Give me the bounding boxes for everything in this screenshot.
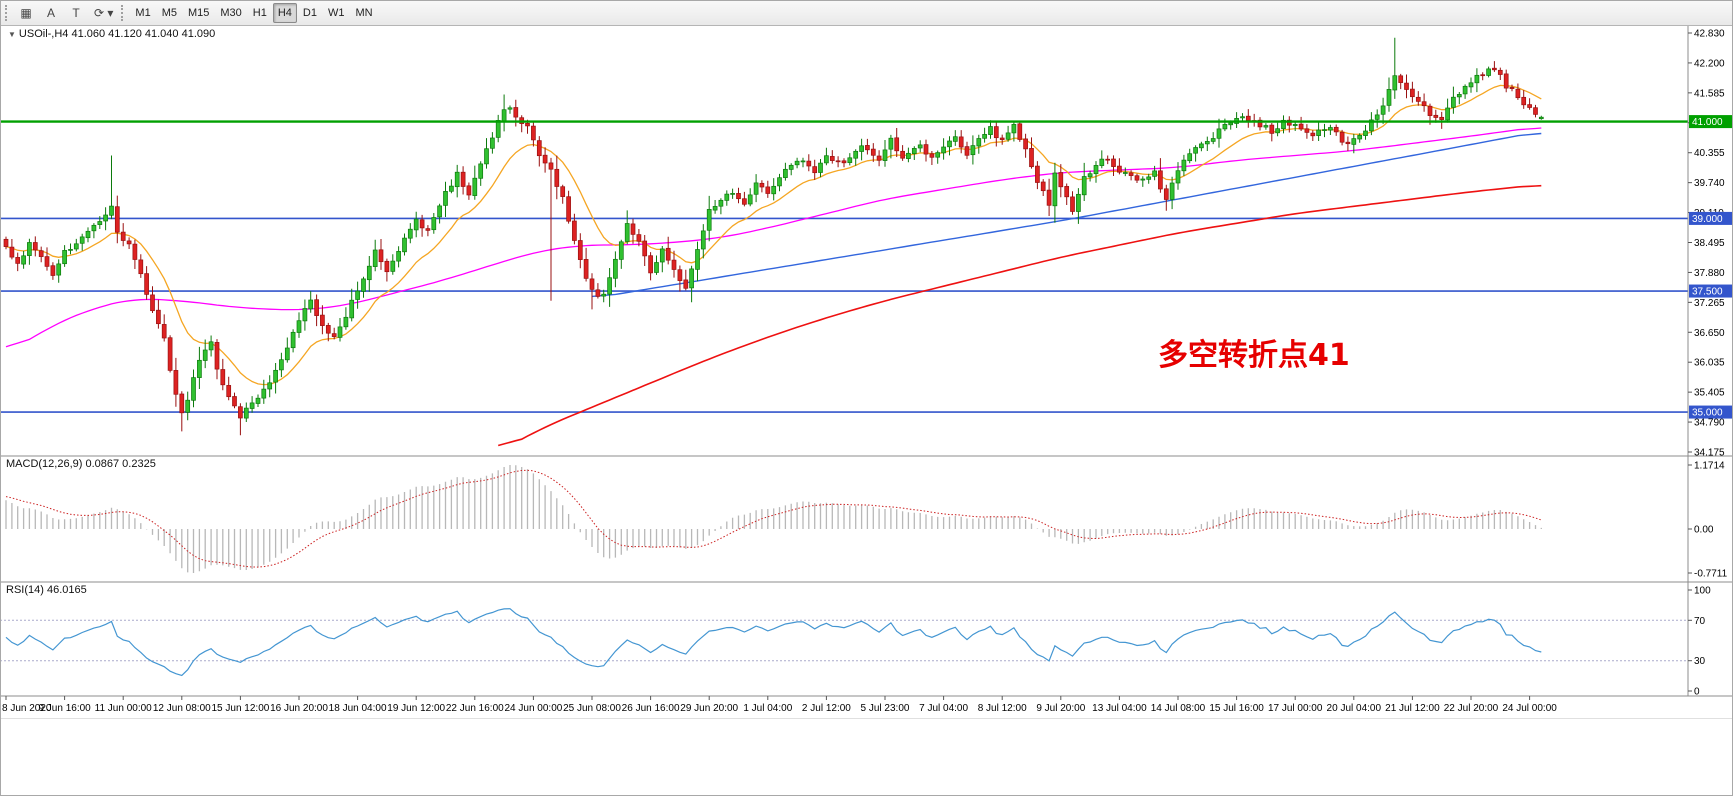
- price-badge-text: 35.000: [1692, 408, 1723, 419]
- panel-separators: [0, 26, 1733, 697]
- time-label: 17 Jul 00:00: [1268, 703, 1323, 714]
- time-label: 12 Jun 08:00: [153, 703, 211, 714]
- time-label: 8 Jul 12:00: [978, 703, 1027, 714]
- timeframe-h4-button[interactable]: H4: [272, 2, 297, 23]
- support-resistance-lines: [0, 217, 1688, 413]
- timeframe-w1-button[interactable]: W1: [327, 6, 345, 19]
- time-label: 2 Jul 12:00: [802, 703, 851, 714]
- time-label: 25 Jun 08:00: [563, 703, 621, 714]
- macd-panel: [5, 465, 1542, 573]
- time-label: 21 Jul 12:00: [1385, 703, 1440, 714]
- chart-symbol-label: ▼ USOil-,H4 41.060 41.120 41.040 41.090: [8, 28, 215, 40]
- time-label: 1 Jul 04:00: [743, 703, 792, 714]
- moving-averages: [5, 84, 1542, 447]
- rsi-tick: 100: [1694, 586, 1711, 597]
- rsi-tick: 0: [1694, 687, 1700, 698]
- timeframe-m15-button[interactable]: M15: [187, 6, 210, 19]
- toolbar-icon-group: ▦ A T ⟳ ▾: [14, 3, 118, 23]
- time-label: 19 Jun 12:00: [387, 703, 445, 714]
- auto-scroll-button[interactable]: A: [46, 5, 55, 20]
- time-label: 20 Jul 04:00: [1327, 703, 1382, 714]
- ohlc-quote-text: USOil-,H4 41.060 41.120 41.040 41.090: [18, 28, 216, 40]
- timeframe-toolbar-grip[interactable]: [121, 4, 125, 21]
- time-label: 8 Jun 2020: [2, 703, 52, 714]
- price-tick: 34.790: [1694, 418, 1725, 429]
- price-tick: 35.405: [1694, 388, 1725, 399]
- price-badge-text: 41.000: [1692, 117, 1723, 128]
- timeframe-h1-button[interactable]: H1: [252, 6, 267, 19]
- time-label: 24 Jul 00:00: [1502, 703, 1557, 714]
- time-label: 22 Jul 20:00: [1444, 703, 1499, 714]
- rsi-tick: 70: [1694, 616, 1706, 627]
- macd-tick: 1.1714: [1694, 461, 1725, 472]
- time-label: 9 Jun 16:00: [38, 703, 91, 714]
- collapse-triangle-icon[interactable]: ▼: [8, 30, 16, 39]
- price-tick: 39.740: [1694, 178, 1725, 189]
- price-badge: [1689, 405, 1733, 419]
- time-label: 15 Jun 12:00: [211, 703, 269, 714]
- time-label: 5 Jul 23:00: [861, 703, 910, 714]
- toolbar: ▦ A T ⟳ ▾ M1 M5 M15 M30 H1 H4 D1 W1 MN: [0, 0, 1733, 26]
- price-tick: 34.175: [1694, 448, 1725, 459]
- time-label: 11 Jun 00:00: [95, 703, 153, 714]
- rsi-tick: 30: [1694, 656, 1706, 667]
- timeframe-d1-button[interactable]: D1: [302, 6, 317, 19]
- price-badge: [1689, 284, 1733, 298]
- annotation-text: 多空转折点41: [1158, 338, 1350, 373]
- timeframe-m1-button[interactable]: M1: [135, 6, 151, 19]
- time-label: 29 Jun 20:00: [680, 703, 738, 714]
- timeframe-cycle-dropdown[interactable]: ⟳ ▾: [94, 5, 114, 20]
- price-badge-text: 39.000: [1692, 214, 1723, 225]
- price-tick: 36.650: [1694, 328, 1725, 339]
- time-label: 7 Jul 04:00: [919, 703, 968, 714]
- timeframe-m30-button[interactable]: M30: [220, 6, 242, 19]
- rsi-label: RSI(14) 46.0165: [6, 584, 87, 596]
- price-axis[interactable]: 42.83042.20041.58540.97040.35539.74039.1…: [1688, 29, 1733, 698]
- price-tick: 41.585: [1694, 88, 1725, 99]
- timeframe-button-group: M1 M5 M15 M30 H1 H4 D1 W1 MN: [130, 2, 377, 23]
- chart-shift-button[interactable]: T: [72, 5, 80, 20]
- price-badge-text: 37.500: [1692, 287, 1723, 298]
- price-tick: 37.265: [1694, 298, 1725, 309]
- macd-label: MACD(12,26,9) 0.0867 0.2325: [6, 458, 156, 470]
- price-tick: 40.355: [1694, 148, 1725, 159]
- time-label: 15 Jul 16:00: [1209, 703, 1264, 714]
- price-tick: 36.035: [1694, 358, 1725, 369]
- time-label: 16 Jun 20:00: [270, 703, 328, 714]
- price-badge: [1689, 211, 1733, 225]
- time-label: 26 Jun 16:00: [622, 703, 680, 714]
- price-tick: 42.830: [1694, 29, 1725, 40]
- time-label: 13 Jul 04:00: [1092, 703, 1147, 714]
- charts-grid-icon[interactable]: ▦: [20, 5, 32, 20]
- time-label: 9 Jul 20:00: [1036, 703, 1085, 714]
- price-tick: 37.880: [1694, 268, 1725, 279]
- chart-canvas[interactable]: 42.83042.20041.58540.97040.35539.74039.1…: [0, 26, 1733, 718]
- time-label: 22 Jun 16:00: [446, 703, 504, 714]
- toolbar-grip[interactable]: [5, 4, 9, 21]
- empty-footer-area: [0, 718, 1733, 796]
- rsi-panel: [0, 608, 1688, 677]
- macd-tick: -0.7711: [1694, 569, 1728, 580]
- price-tick: 38.495: [1694, 238, 1725, 249]
- timeframe-m5-button[interactable]: M5: [161, 6, 177, 19]
- price-tick: 42.200: [1694, 58, 1725, 69]
- price-badge: [1689, 115, 1733, 129]
- time-label: 18 Jun 04:00: [329, 703, 387, 714]
- timeframe-mn-button[interactable]: MN: [355, 6, 373, 19]
- macd-tick: 0.00: [1694, 525, 1714, 536]
- time-label: 14 Jul 08:00: [1151, 703, 1206, 714]
- time-label: 24 Jun 00:00: [504, 703, 562, 714]
- candlesticks[interactable]: [3, 37, 1544, 436]
